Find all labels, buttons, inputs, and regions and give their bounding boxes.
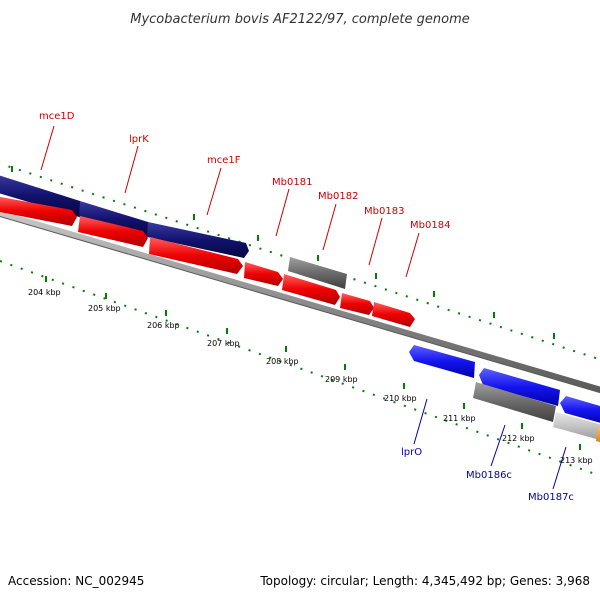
gene-blue-2 xyxy=(479,368,560,406)
tick-label: 210 kbp xyxy=(384,394,417,403)
accession-text: Accession: NC_002945 xyxy=(8,574,144,588)
gene-label-mce1f: mce1F xyxy=(207,155,241,166)
tick-label: 211 kbp xyxy=(443,414,476,423)
gene-label-mb0186c: Mb0186c xyxy=(466,470,512,481)
gene-label-mb0183: Mb0183 xyxy=(364,206,404,217)
gene-red-7 xyxy=(372,302,415,327)
reverse-strand-genes xyxy=(409,345,600,443)
tick-label: 207 kbp xyxy=(207,339,240,348)
label-connector xyxy=(405,232,420,278)
gene-mb0186c xyxy=(473,382,556,422)
gene-mb0187c xyxy=(553,412,600,440)
genome-summary-text: Topology: circular; Length: 4,345,492 bp… xyxy=(259,574,590,588)
gene-red-3 xyxy=(149,237,243,274)
gene-lpro xyxy=(409,345,475,378)
tick-label: 205 kbp xyxy=(88,304,121,313)
gene-label-mb0184: Mb0184 xyxy=(410,220,450,231)
gene-label-lprk: lprK xyxy=(129,134,149,145)
gene-label-mb0181: Mb0181 xyxy=(272,177,312,188)
gene-red-5 xyxy=(282,274,340,305)
gene-mce1f xyxy=(147,222,249,258)
gene-label-mb0182: Mb0182 xyxy=(318,191,358,202)
tick-label: 212 kbp xyxy=(502,434,535,443)
gene-red-4 xyxy=(244,262,283,286)
gene-orange xyxy=(596,427,600,443)
kbp-tick-labels: 204 kbp 205 kbp 206 kbp 207 kbp 208 kbp … xyxy=(28,288,593,465)
label-connector xyxy=(206,167,222,216)
gene-mb0182 xyxy=(288,257,347,289)
label-connector xyxy=(322,203,337,251)
label-connector xyxy=(124,145,139,194)
upper-tick-track xyxy=(0,162,600,361)
lower-gene-labels: lprO Mb0186c Mb0187c xyxy=(401,398,574,503)
tick-label: 208 kbp xyxy=(266,357,299,366)
backbone xyxy=(0,210,600,394)
gene-blue-3 xyxy=(560,396,600,423)
gene-red-6 xyxy=(340,293,374,315)
gene-label-mce1d: mce1D xyxy=(39,111,75,122)
gene-label-mb0187c: Mb0187c xyxy=(528,492,574,503)
gene-red-2 xyxy=(78,216,148,247)
tick-label: 213 kbp xyxy=(560,456,593,465)
label-connector xyxy=(552,446,567,490)
map-title: Mycobacterium bovis AF2122/97, complete … xyxy=(130,12,469,27)
tick-label: 204 kbp xyxy=(28,288,61,297)
gene-mce1d xyxy=(0,175,84,217)
gene-lprk xyxy=(79,201,152,237)
tick-label: 209 kbp xyxy=(325,375,358,384)
label-connector xyxy=(413,398,428,445)
label-connector xyxy=(40,125,55,171)
upper-gene-labels: mce1D lprK mce1F Mb0181 Mb0182 Mb0183 Mb… xyxy=(39,111,450,278)
gene-label-lpro: lprO xyxy=(401,447,422,458)
gene-mce1d-red xyxy=(0,196,77,226)
label-connector xyxy=(368,217,383,266)
lower-tick-track xyxy=(0,260,600,477)
label-connector xyxy=(275,188,290,237)
label-connector xyxy=(490,424,506,467)
forward-strand-genes xyxy=(0,175,415,327)
tick-label: 206 kbp xyxy=(147,321,180,330)
